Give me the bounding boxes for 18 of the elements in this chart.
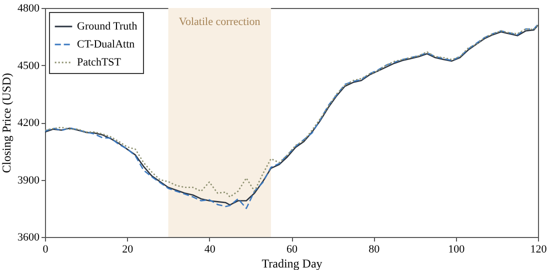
x-tick-label: 0 (42, 244, 49, 256)
x-tick-label: 100 (448, 244, 466, 256)
y-tick-label: 3900 (18, 174, 40, 186)
y-tick-label: 4500 (18, 60, 40, 72)
x-axis-title: Trading Day (262, 256, 322, 270)
legend-label: CT-DualAttn (77, 38, 136, 50)
legend-label: PatchTST (77, 56, 122, 68)
x-tick-label: 120 (530, 244, 548, 256)
y-tick-label: 4200 (18, 117, 40, 129)
x-tick-label: 60 (286, 244, 298, 256)
band-label: Volatile correction (178, 16, 261, 28)
x-tick-label: 80 (368, 244, 380, 256)
y-tick-label: 3600 (18, 232, 40, 244)
y-tick-label: 4800 (18, 2, 40, 14)
x-tick-label: 40 (204, 244, 216, 256)
y-axis-title: Closing Price (USD) (0, 73, 14, 173)
x-tick-label: 20 (122, 244, 134, 256)
legend-label: Ground Truth (77, 20, 138, 32)
